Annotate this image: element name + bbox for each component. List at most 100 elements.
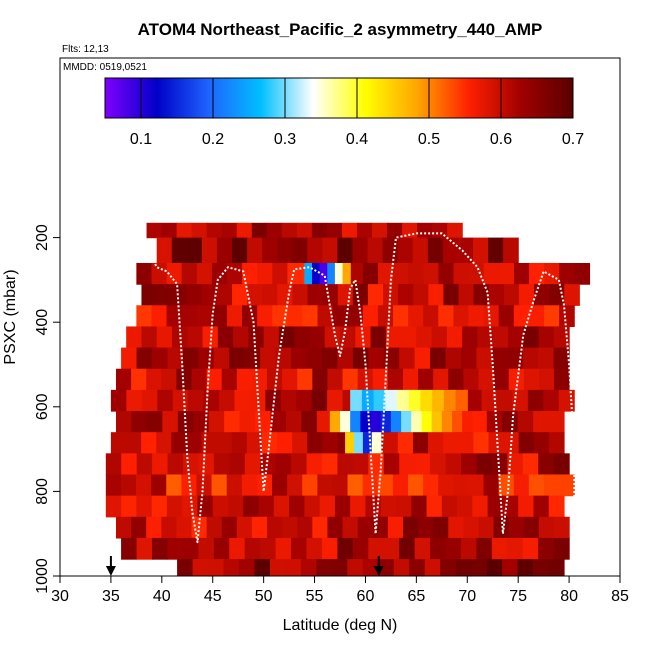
heatmap-cell — [548, 432, 565, 454]
heatmap-cell — [383, 453, 400, 476]
heatmap-cell — [478, 368, 495, 391]
heatmap-cell — [321, 537, 338, 560]
heatmap-cell — [247, 237, 263, 264]
heatmap-cell — [297, 516, 313, 539]
colorbar-tick-label: 0.6 — [490, 131, 512, 148]
heatmap-cell — [285, 559, 302, 576]
heatmap-cell — [248, 326, 265, 349]
heatmap-cell — [226, 305, 243, 328]
heatmap-cell — [442, 237, 459, 264]
heatmap-cell — [522, 347, 539, 370]
heatmap-cell — [553, 368, 570, 391]
heatmap-cell — [528, 305, 545, 328]
heatmap-cell — [380, 495, 397, 518]
heatmap-cell — [307, 237, 323, 264]
heatmap-cell — [538, 368, 555, 391]
heatmap-cell — [453, 262, 470, 285]
heatmap-cell — [302, 305, 319, 328]
heatmap-cell — [463, 516, 480, 539]
heatmap-cell — [301, 411, 318, 433]
heatmap-cell — [246, 432, 263, 454]
heatmap-cell — [234, 389, 251, 412]
heatmap-cell — [254, 559, 271, 576]
heatmap-cell — [206, 516, 223, 539]
heatmap-cell — [187, 326, 204, 349]
heatmap-cell — [523, 516, 540, 539]
heatmap-cell — [141, 432, 157, 454]
heatmap-cell — [304, 495, 321, 518]
heatmap-anomaly-cell — [397, 389, 410, 412]
heatmap-anomaly-cell — [329, 411, 341, 433]
heatmap-cell — [370, 326, 387, 349]
heatmap-cell — [121, 495, 137, 518]
heatmap-cell — [476, 347, 493, 370]
heatmap-cell — [513, 262, 530, 285]
x-tick-label: 30 — [51, 588, 69, 605]
heatmap-cell — [312, 516, 329, 539]
heatmap-cell — [382, 432, 399, 454]
heatmap-cell — [496, 389, 514, 412]
heatmap-cell — [116, 368, 132, 391]
heatmap-cell — [418, 368, 434, 391]
heatmap-cell — [131, 368, 147, 391]
heatmap-cell — [399, 453, 416, 476]
heatmap-cell — [231, 432, 248, 454]
heatmap-cell — [233, 326, 249, 349]
heatmap-anomaly-cell — [354, 432, 364, 454]
heatmap-cell — [266, 222, 283, 239]
heatmap-cell — [171, 284, 188, 306]
heatmap-cell — [491, 453, 508, 476]
heatmap-cell — [468, 474, 485, 497]
heatmap-anomaly-cell — [455, 389, 468, 412]
heatmap-cell — [141, 326, 158, 349]
heatmap-cell — [458, 432, 474, 454]
heatmap-cell — [152, 453, 169, 476]
heatmap-cell — [372, 222, 388, 239]
heatmap-cell — [311, 389, 328, 412]
heatmap-cell — [201, 284, 218, 306]
heatmap-cell — [408, 262, 424, 285]
heatmap-cell — [217, 326, 234, 349]
heatmap-cell — [196, 305, 213, 328]
heatmap-cell — [229, 537, 246, 560]
heatmap-cell — [270, 411, 287, 433]
heatmap-cell — [538, 453, 555, 476]
heatmap-cell — [229, 453, 246, 476]
heatmap-cell — [527, 389, 544, 412]
heatmap-cell — [121, 453, 138, 476]
heatmap-cell — [424, 559, 441, 576]
heatmap-cell — [196, 474, 213, 497]
heatmap-cell — [202, 326, 219, 349]
heatmap-cell — [448, 368, 464, 391]
heatmap-anomaly-cell — [350, 389, 363, 412]
heatmap-cell — [408, 305, 424, 328]
heatmap-cell — [213, 347, 230, 370]
heatmap-cell — [445, 453, 462, 476]
heatmap-cell — [518, 284, 535, 306]
heatmap-cell — [564, 284, 580, 306]
x-axis-label: Latitude (deg N) — [283, 617, 398, 634]
heatmap-cell — [488, 432, 505, 454]
heatmap-cell — [146, 516, 162, 539]
heatmap-cell — [136, 495, 153, 518]
heatmap-cell — [182, 495, 199, 518]
heatmap-cell — [431, 326, 448, 349]
heatmap-cell — [198, 537, 215, 560]
heatmap-cell — [244, 453, 261, 476]
heatmap-cell — [508, 368, 525, 391]
heatmap-cell — [167, 453, 184, 476]
location-arrows — [105, 556, 384, 576]
heatmap-cell — [443, 284, 460, 306]
heatmap-cell — [457, 495, 473, 518]
heatmap-cell — [307, 432, 323, 454]
heatmap-cell — [438, 262, 455, 285]
heatmap-cell — [211, 474, 228, 497]
heatmap-cell — [362, 305, 379, 328]
heatmap-cell — [181, 305, 198, 328]
heatmap-cell — [498, 474, 515, 497]
heatmap-cell — [385, 326, 402, 349]
heatmap-cell — [224, 411, 241, 433]
heatmap-anomaly-cell — [380, 411, 392, 433]
heatmap-cell — [377, 305, 394, 328]
heatmap-cell — [232, 237, 248, 264]
